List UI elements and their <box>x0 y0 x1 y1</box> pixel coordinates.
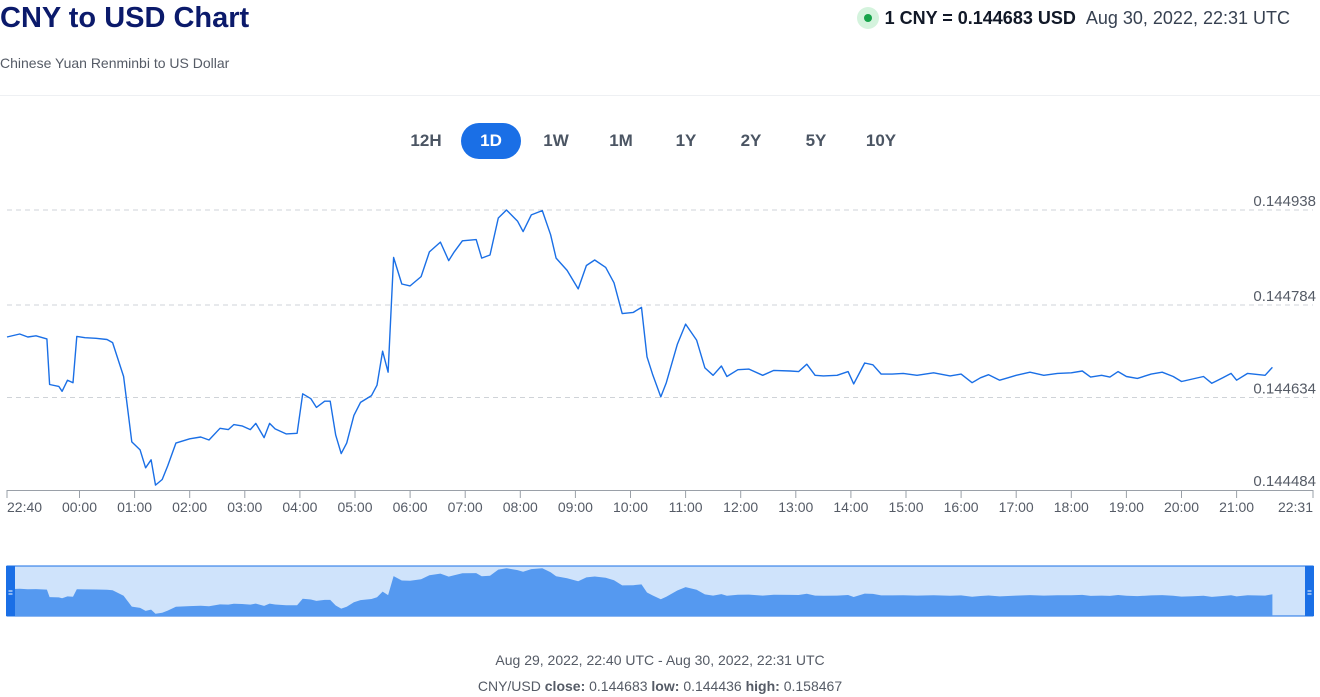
page-subtitle: Chinese Yuan Renminbi to US Dollar <box>0 55 230 71</box>
close-value: 0.144683 <box>589 678 648 694</box>
page-title: CNY to USD Chart <box>0 2 250 34</box>
header-divider <box>0 95 1320 96</box>
x-tick-label: 21:00 <box>1219 499 1254 515</box>
x-tick-label: 06:00 <box>393 499 428 515</box>
high-label: high: <box>745 678 780 694</box>
low-label: low: <box>651 678 680 694</box>
x-tick-label: 11:00 <box>669 499 703 515</box>
rate-timestamp: Aug 30, 2022, 22:31 UTC <box>1085 7 1290 28</box>
rate-value: 1 CNY = 0.144683 USD <box>884 7 1076 28</box>
footer-pair: CNY/USD <box>477 678 541 694</box>
y-tick-label: 0.144938 <box>1253 193 1316 210</box>
y-tick-label: 0.144484 <box>1253 473 1316 490</box>
x-tick-label: 22:31 <box>1278 499 1313 515</box>
close-label: close: <box>544 678 586 694</box>
footer-date-range: Aug 29, 2022, 22:40 UTC - Aug 30, 2022, … <box>495 652 825 668</box>
range-button-5y[interactable]: 5Y <box>786 123 846 159</box>
x-tick-label: 13:00 <box>778 499 813 515</box>
x-tick-label: 00:00 <box>62 499 97 515</box>
x-tick-label: 12:00 <box>723 499 758 515</box>
x-tick-label: 20:00 <box>1164 499 1199 515</box>
x-tick-label: 16:00 <box>944 499 979 515</box>
live-rate: 1 CNY = 0.144683 USD Aug 30, 2022, 22:31… <box>856 6 1290 30</box>
range-button-1w[interactable]: 1W <box>526 123 586 159</box>
range-button-1y[interactable]: 1Y <box>656 123 716 159</box>
y-tick-label: 0.144784 <box>1253 288 1316 305</box>
x-tick-label: 03:00 <box>227 499 262 515</box>
main-chart[interactable]: 0.144938 0.144784 0.144634 0.144484 22:40 00:… <box>0 160 1320 520</box>
range-button-12h[interactable]: 12H <box>396 123 456 159</box>
range-button-1d[interactable]: 1D <box>461 123 521 159</box>
x-tick-label: 18:00 <box>1054 499 1089 515</box>
series-line <box>6 209 1273 486</box>
x-tick-label: 22:40 <box>7 499 42 515</box>
navigator-area <box>7 568 1273 616</box>
x-tick-label: 01:00 <box>117 499 152 515</box>
range-button-2y[interactable]: 2Y <box>721 123 781 159</box>
x-tick-label: 17:00 <box>999 499 1034 515</box>
x-tick-label: 09:00 <box>558 499 593 515</box>
low-value: 0.144436 <box>683 678 742 694</box>
x-tick-label: 14:00 <box>833 499 868 515</box>
range-selector: 12H 1D 1W 1M 1Y 2Y 5Y 10Y <box>396 122 916 160</box>
range-button-10y[interactable]: 10Y <box>851 123 911 159</box>
chart-navigator[interactable] <box>0 560 1320 620</box>
x-tick-label: 02:00 <box>172 499 207 515</box>
range-button-1m[interactable]: 1M <box>591 123 651 159</box>
x-tick-label: 08:00 <box>503 499 538 515</box>
x-tick-label: 10:00 <box>613 499 648 515</box>
x-tick-label: 15:00 <box>888 499 923 515</box>
x-tick-label: 07:00 <box>448 499 483 515</box>
live-status-icon <box>856 7 879 29</box>
x-tick-label: 19:00 <box>1109 499 1144 515</box>
y-tick-label: 0.144634 <box>1253 380 1316 397</box>
x-tick-label: 05:00 <box>337 499 372 515</box>
footer-stats: CNY/USD close: 0.144683 low: 0.144436 hi… <box>0 678 1320 694</box>
x-tick-label: 04:00 <box>282 499 317 515</box>
high-value: 0.158467 <box>783 678 843 694</box>
